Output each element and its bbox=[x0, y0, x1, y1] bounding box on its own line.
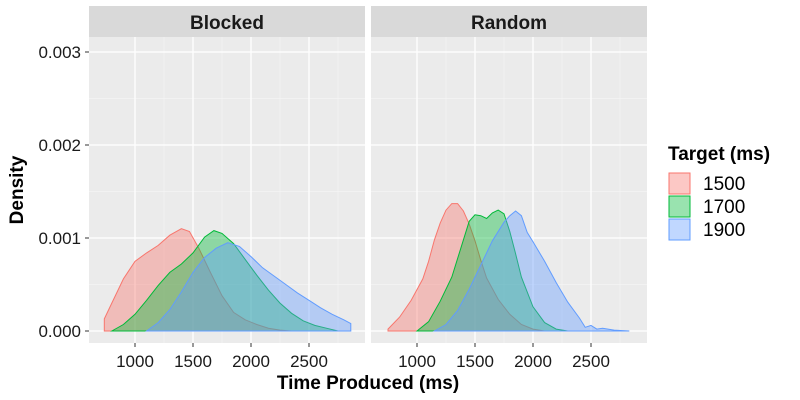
x-tick-label: 1000 bbox=[398, 352, 436, 371]
y-tick-label: 0.000 bbox=[38, 322, 81, 341]
facet-blocked: Blocked bbox=[89, 6, 365, 343]
legend-key-1500 bbox=[668, 172, 691, 195]
strip-blocked bbox=[89, 6, 365, 37]
facet-random: Random bbox=[371, 6, 647, 343]
legend-key-background bbox=[668, 218, 691, 241]
y-tick-label: 0.002 bbox=[38, 136, 81, 155]
x-axis-title: Time Produced (ms) bbox=[277, 373, 459, 394]
density-area-1700 bbox=[109, 230, 339, 332]
x-tick-label: 2000 bbox=[514, 352, 552, 371]
x-tick-label: 2500 bbox=[290, 352, 328, 371]
x-tick-label: 1000 bbox=[116, 352, 154, 371]
y-axis-title: Density bbox=[7, 155, 28, 224]
density-areas-random bbox=[387, 203, 630, 332]
density-area-1900 bbox=[145, 242, 352, 332]
legend-key-1900 bbox=[668, 218, 691, 241]
strip-label-random: Random bbox=[471, 13, 547, 34]
x-axis-blocked: 1000 1500 2000 2500 bbox=[116, 343, 328, 371]
density-area-1700 bbox=[415, 209, 568, 332]
strip-random bbox=[371, 6, 647, 37]
density-area-1500 bbox=[103, 228, 292, 332]
y-tick-label: 0.003 bbox=[38, 43, 81, 62]
density-area-1900 bbox=[432, 210, 630, 332]
strip-label-blocked: Blocked bbox=[190, 13, 264, 34]
density-areas-blocked bbox=[103, 228, 352, 332]
legend-label-1700: 1700 bbox=[703, 197, 745, 218]
y-tick-label: 0.001 bbox=[38, 229, 81, 248]
legend-title: Target (ms) bbox=[668, 144, 770, 165]
legend-label-1900: 1900 bbox=[703, 220, 745, 241]
density-area-1500 bbox=[387, 203, 545, 332]
legend-key-background bbox=[668, 172, 691, 195]
x-axis-random: 1000 1500 2000 2500 bbox=[398, 343, 610, 371]
legend-key-background bbox=[668, 195, 691, 218]
x-tick-label: 2000 bbox=[232, 352, 270, 371]
x-tick-label: 2500 bbox=[572, 352, 610, 371]
x-tick-label: 1500 bbox=[174, 352, 212, 371]
legend-key-1700 bbox=[668, 195, 691, 218]
y-axis: 0.000 0.001 0.002 0.003 bbox=[38, 43, 89, 341]
x-tick-label: 1500 bbox=[456, 352, 494, 371]
legend-label-1500: 1500 bbox=[703, 174, 745, 195]
